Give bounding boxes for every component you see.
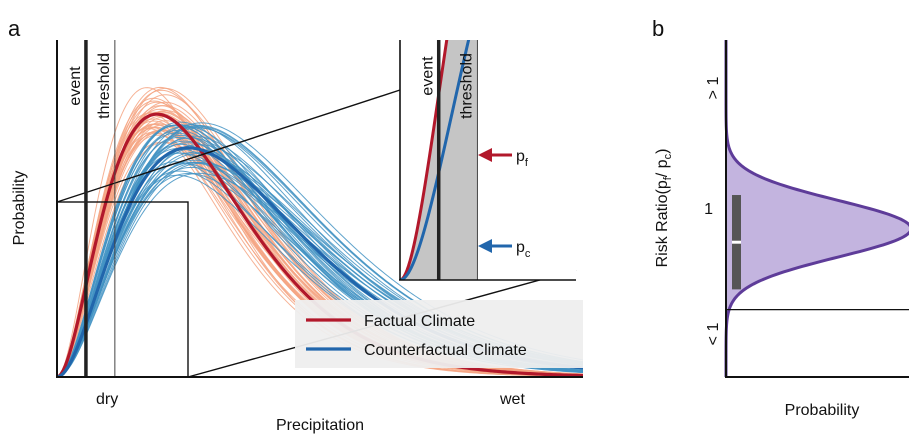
y-axis-label-a: Probability [11, 171, 28, 246]
pc-label: pc [516, 239, 531, 260]
pf-label: pf [516, 148, 529, 169]
y-tick-less: < 1 [705, 323, 722, 346]
event-label: event [67, 66, 84, 106]
inset-factual-line [400, 40, 449, 280]
zoom-connector-top [56, 89, 401, 203]
legend-counterfactual-label: Counterfactual Climate [364, 342, 527, 359]
legend: Factual Climate Counterfactual Climate [295, 300, 583, 368]
inset-threshold-label: threshold [458, 53, 475, 119]
x-axis-label-a: Precipitation [276, 417, 364, 434]
inset-event-label: event [420, 56, 437, 96]
y-axis-label-b: Risk Ratio(pf/ pc) [654, 149, 674, 268]
inset-counterfactual-line [400, 40, 471, 280]
panel-b-label: b [652, 16, 664, 41]
x-tick-wet: wet [499, 391, 525, 408]
risk-ratio-density-fill [726, 40, 909, 377]
panel-a-label: a [8, 16, 21, 41]
y-tick-one: 1 [704, 201, 713, 218]
inset-panel: event threshold pf pc [399, 40, 576, 281]
ensemble-member [58, 86, 583, 376]
y-tick-greater: > 1 [705, 77, 722, 100]
pc-arrow-head [478, 239, 492, 253]
x-axis-label-b: Probability [785, 402, 860, 419]
pf-arrow-head [478, 148, 492, 162]
threshold-label: threshold [96, 53, 113, 119]
panel-b: > 1 1 < 1 Probability Risk Ratio(pf/ pc) [654, 40, 909, 419]
panel-a: event threshold dry wet Precipitation Pr… [11, 40, 583, 434]
x-tick-dry: dry [96, 391, 118, 408]
legend-factual-label: Factual Climate [364, 313, 475, 330]
ensemble-member [58, 141, 583, 376]
legend-background [295, 300, 583, 368]
